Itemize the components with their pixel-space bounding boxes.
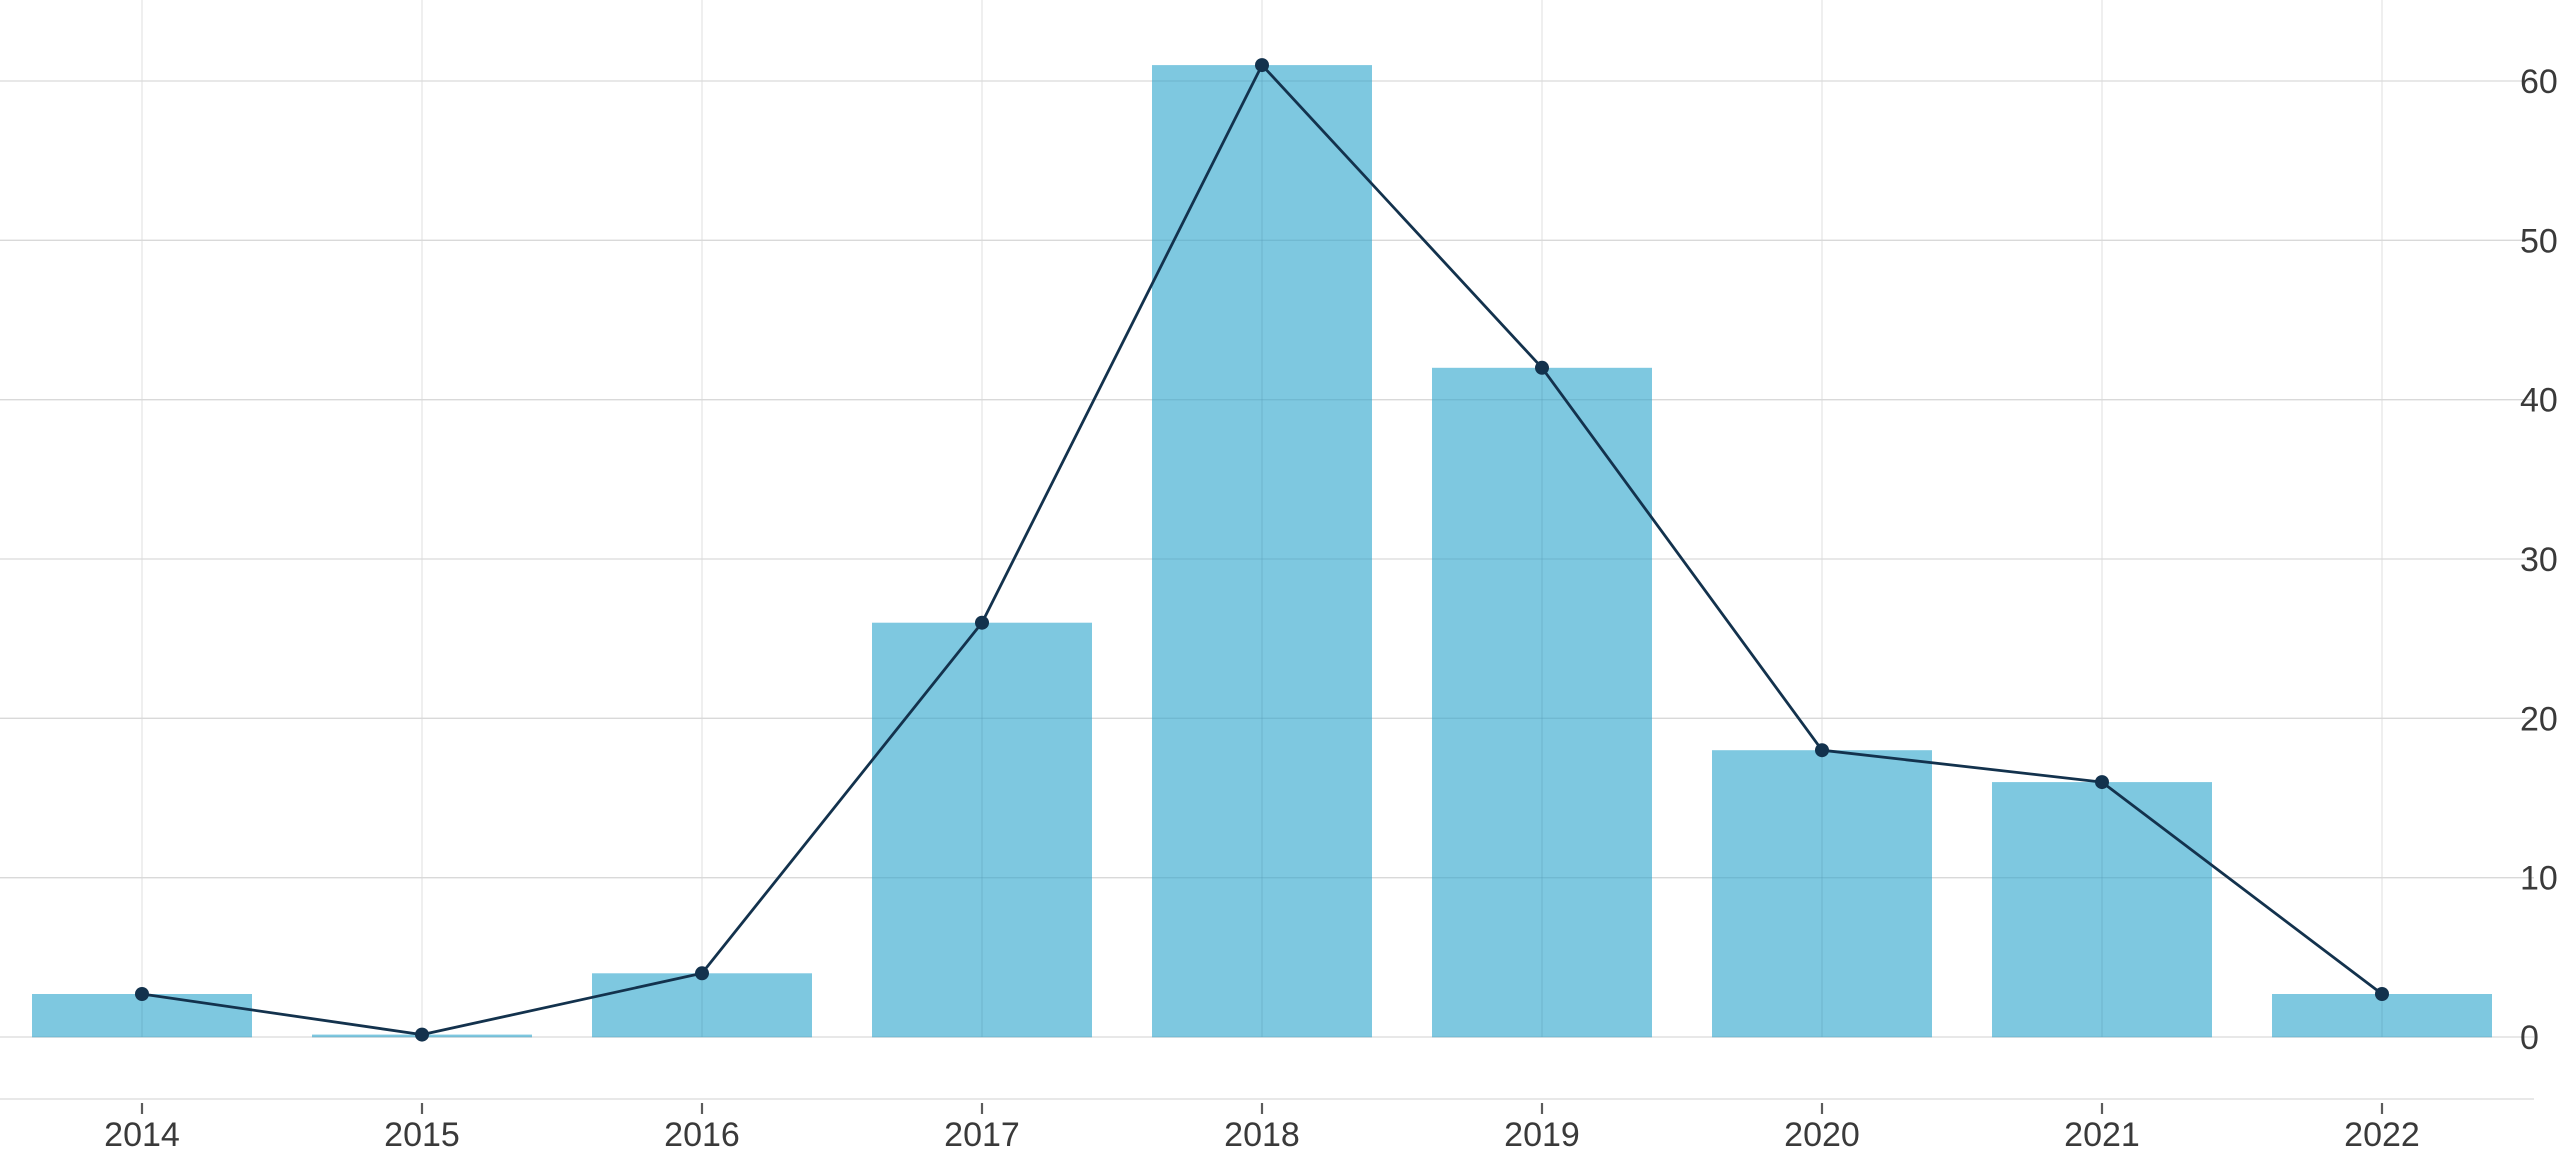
svg-text:2022: 2022 <box>2344 1116 2420 1151</box>
svg-text:2018: 2018 <box>1224 1116 1300 1151</box>
svg-text:2020: 2020 <box>1784 1116 1860 1151</box>
svg-text:2017: 2017 <box>944 1116 1020 1151</box>
svg-text:50: 50 <box>2520 222 2558 260</box>
svg-text:2014: 2014 <box>104 1116 180 1151</box>
svg-text:2016: 2016 <box>664 1116 740 1151</box>
svg-text:10: 10 <box>2520 860 2558 898</box>
svg-text:30: 30 <box>2520 541 2558 579</box>
svg-text:2021: 2021 <box>2064 1116 2140 1151</box>
svg-text:0: 0 <box>2520 1019 2539 1057</box>
svg-text:40: 40 <box>2520 382 2558 420</box>
svg-text:60: 60 <box>2520 63 2558 101</box>
svg-text:20: 20 <box>2520 700 2558 738</box>
svg-text:2019: 2019 <box>1504 1116 1580 1151</box>
svg-text:2015: 2015 <box>384 1116 460 1151</box>
